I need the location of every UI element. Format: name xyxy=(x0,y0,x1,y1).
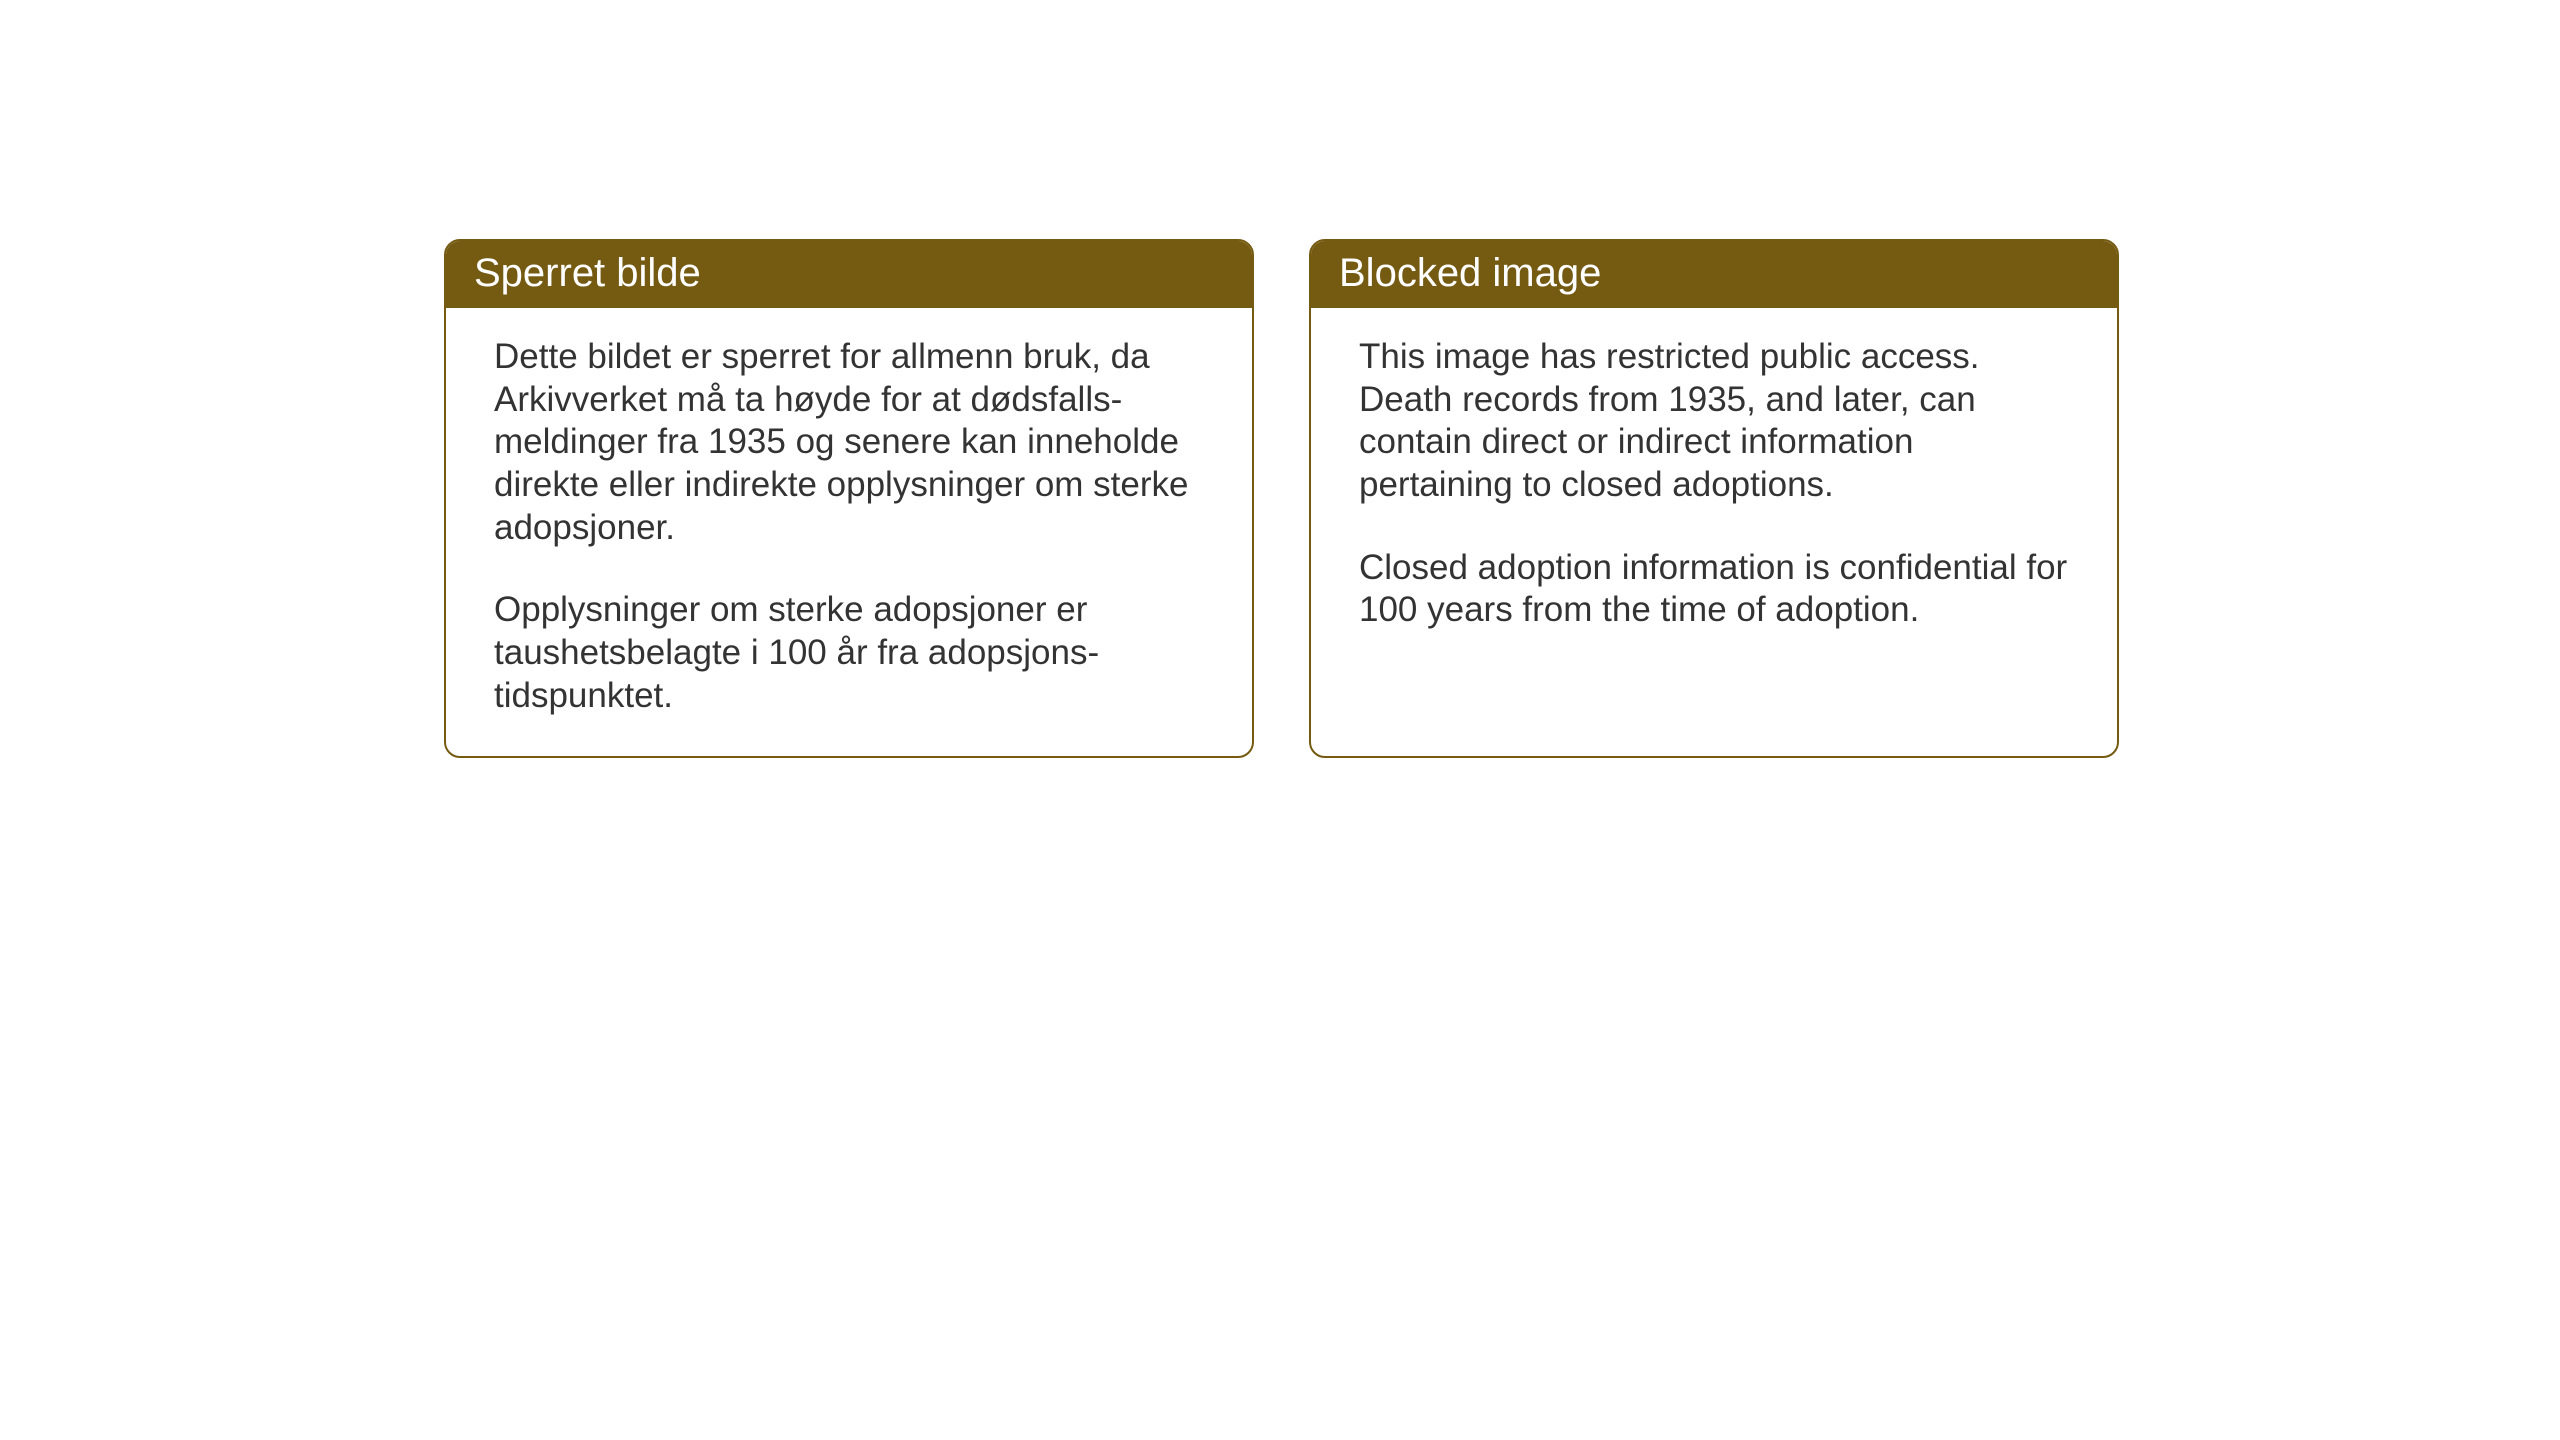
notice-body-norwegian: Dette bildet er sperret for allmenn bruk… xyxy=(446,308,1252,756)
notice-body-english: This image has restricted public access.… xyxy=(1311,308,2117,732)
notice-title-english: Blocked image xyxy=(1339,251,1601,295)
notice-card-english: Blocked image This image has restricted … xyxy=(1309,239,2119,758)
notice-header-english: Blocked image xyxy=(1311,241,2117,308)
notice-paragraph1-english: This image has restricted public access.… xyxy=(1359,336,2069,507)
notice-container: Sperret bilde Dette bildet er sperret fo… xyxy=(444,239,2119,758)
notice-paragraph2-english: Closed adoption information is confident… xyxy=(1359,547,2069,632)
notice-title-norwegian: Sperret bilde xyxy=(474,251,701,295)
notice-paragraph1-norwegian: Dette bildet er sperret for allmenn bruk… xyxy=(494,336,1204,549)
notice-header-norwegian: Sperret bilde xyxy=(446,241,1252,308)
notice-card-norwegian: Sperret bilde Dette bildet er sperret fo… xyxy=(444,239,1254,758)
notice-paragraph2-norwegian: Opplysninger om sterke adopsjoner er tau… xyxy=(494,589,1204,717)
